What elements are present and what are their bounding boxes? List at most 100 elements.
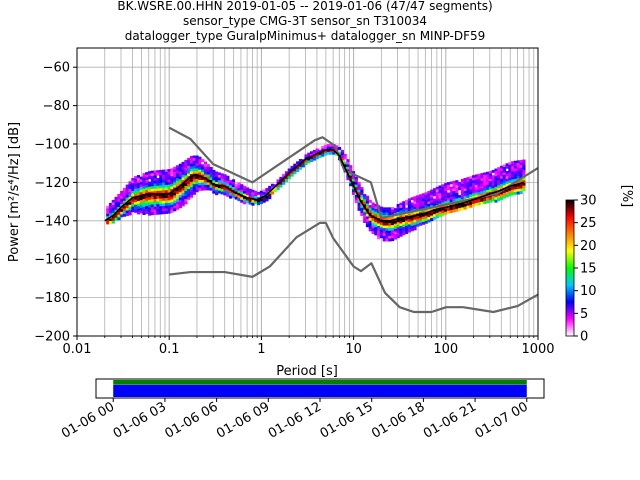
distribution-cell bbox=[452, 186, 456, 189]
distribution-cell bbox=[217, 182, 222, 186]
distribution-cell bbox=[418, 215, 423, 218]
distribution-cell bbox=[312, 155, 317, 158]
distribution-cell bbox=[391, 212, 395, 216]
distribution-cell bbox=[301, 164, 305, 168]
distribution-cell bbox=[513, 176, 518, 180]
distribution-cell bbox=[136, 190, 141, 194]
distribution-cell bbox=[184, 193, 188, 197]
distribution-cell bbox=[410, 225, 414, 229]
distribution-cell bbox=[195, 168, 199, 172]
distribution-cell bbox=[324, 152, 328, 156]
distribution-cell bbox=[139, 202, 143, 206]
distribution-cell bbox=[108, 205, 113, 209]
distribution-cell bbox=[248, 201, 252, 205]
distribution-cell bbox=[139, 184, 143, 188]
distribution-cell bbox=[150, 204, 155, 208]
distribution-cell bbox=[279, 182, 283, 185]
distribution-cell bbox=[136, 201, 141, 204]
distribution-cell bbox=[472, 180, 476, 184]
distribution-cell bbox=[374, 214, 378, 218]
distribution-cell bbox=[466, 203, 470, 206]
distribution-cell bbox=[335, 145, 339, 149]
distribution-cell bbox=[427, 211, 431, 215]
distribution-cell bbox=[324, 147, 328, 151]
distribution-cell bbox=[134, 178, 138, 182]
distribution-cell bbox=[153, 199, 157, 202]
distribution-cell bbox=[268, 185, 272, 189]
distribution-cell bbox=[134, 199, 138, 203]
distribution-cell bbox=[150, 191, 155, 195]
distribution-cell bbox=[371, 223, 375, 227]
distribution-cell bbox=[421, 193, 425, 197]
distribution-cell bbox=[243, 191, 247, 194]
distribution-cell bbox=[170, 168, 174, 172]
distribution-cell bbox=[360, 207, 364, 211]
distribution-cell bbox=[446, 197, 451, 201]
distribution-cell bbox=[212, 188, 216, 192]
distribution-cell bbox=[511, 176, 515, 180]
distribution-cell bbox=[407, 221, 411, 225]
distribution-cell bbox=[494, 199, 498, 203]
distribution-cell bbox=[391, 232, 395, 236]
distribution-cell bbox=[477, 199, 481, 203]
distribution-cell bbox=[388, 220, 392, 224]
distribution-cell bbox=[402, 201, 406, 205]
x-tick-label: 10 bbox=[345, 342, 362, 357]
distribution-cell bbox=[159, 198, 163, 202]
distribution-cell bbox=[125, 202, 129, 206]
distribution-cell bbox=[463, 178, 467, 181]
distribution-cell bbox=[418, 194, 423, 198]
distribution-cell bbox=[217, 185, 222, 189]
distribution-cell bbox=[248, 188, 252, 192]
distribution-cell bbox=[159, 180, 163, 184]
distribution-cell bbox=[522, 182, 526, 186]
distribution-cell bbox=[136, 193, 141, 197]
distribution-cell bbox=[469, 176, 473, 180]
distribution-cell bbox=[229, 193, 233, 197]
distribution-cell bbox=[164, 169, 168, 173]
distribution-cell bbox=[256, 199, 261, 203]
distribution-cell bbox=[393, 210, 398, 214]
distribution-cell bbox=[310, 156, 314, 160]
distribution-cell bbox=[413, 196, 417, 200]
distribution-cell bbox=[287, 168, 291, 172]
distribution-cell bbox=[444, 209, 448, 213]
distribution-cell bbox=[477, 186, 481, 190]
distribution-cell bbox=[162, 203, 166, 207]
distribution-cell bbox=[458, 184, 462, 188]
distribution-cell bbox=[268, 193, 272, 197]
distribution-cell bbox=[396, 227, 400, 231]
distribution-cell bbox=[162, 200, 166, 204]
distribution-cell bbox=[164, 203, 168, 207]
distribution-cell bbox=[427, 196, 431, 200]
distribution-cell bbox=[405, 218, 409, 221]
distribution-cell bbox=[273, 189, 277, 193]
distribution-cell bbox=[122, 195, 127, 199]
distribution-cell bbox=[374, 206, 378, 210]
distribution-cell bbox=[385, 209, 389, 213]
distribution-cell bbox=[421, 195, 425, 199]
distribution-cell bbox=[106, 208, 110, 212]
y-tick-label: −140 bbox=[34, 214, 70, 229]
distribution-cell bbox=[276, 179, 280, 183]
distribution-cell bbox=[405, 207, 409, 211]
distribution-cell bbox=[187, 160, 191, 164]
distribution-cell bbox=[170, 183, 174, 187]
distribution-cell bbox=[494, 168, 498, 172]
distribution-cell bbox=[483, 201, 487, 204]
distribution-cell bbox=[131, 178, 135, 181]
distribution-cell bbox=[108, 202, 113, 206]
distribution-cell bbox=[374, 211, 378, 215]
distribution-cell bbox=[480, 175, 484, 179]
distribution-cell bbox=[438, 195, 442, 199]
distribution-cell bbox=[203, 184, 208, 188]
distribution-cell bbox=[321, 153, 325, 157]
distribution-cell bbox=[354, 195, 358, 198]
distribution-cell bbox=[410, 220, 414, 224]
distribution-cell bbox=[167, 174, 171, 178]
distribution-cell bbox=[304, 154, 308, 158]
distribution-cell bbox=[220, 178, 224, 182]
distribution-cell bbox=[466, 182, 470, 186]
distribution-cell bbox=[488, 178, 492, 182]
distribution-cell bbox=[340, 149, 344, 153]
